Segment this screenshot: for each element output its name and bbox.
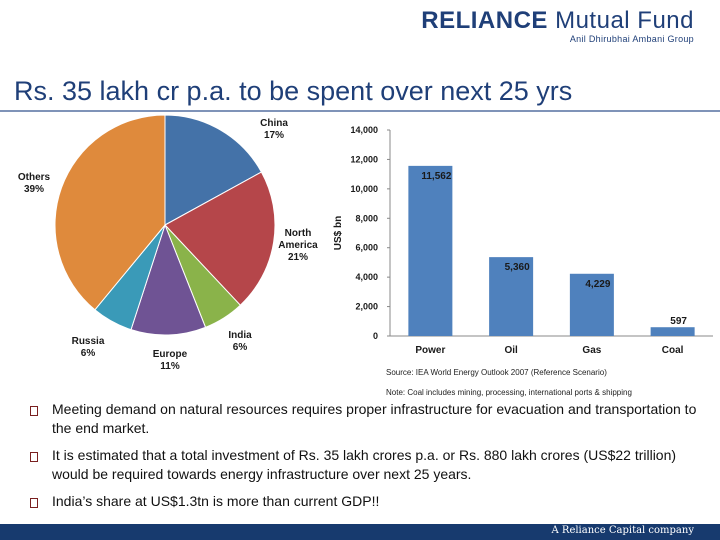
bar-value-label: 4,229 — [585, 279, 610, 290]
y-tick-label: 0 — [373, 331, 378, 341]
pie-chart: China17%NorthAmerica21%India6%Europe11%R… — [18, 114, 318, 372]
bullet-text: India’s share at US$1.3tn is more than c… — [52, 493, 380, 509]
bullet-text: It is estimated that a total investment … — [52, 447, 677, 482]
pie-label: Europe — [153, 349, 188, 360]
y-tick-label: 2,000 — [355, 302, 378, 312]
y-tick-label: 4,000 — [355, 272, 378, 282]
bar-oil — [489, 257, 534, 336]
chart-note: Note: Coal includes mining, processing, … — [386, 388, 632, 397]
y-tick-label: 8,000 — [355, 213, 378, 223]
x-tick-label: Gas — [582, 345, 601, 356]
brand-name: RELIANCE Mutual Fund — [421, 8, 694, 34]
bullet-text: Meeting demand on natural resources requ… — [52, 401, 697, 436]
bar-power — [408, 165, 453, 336]
pie-percent-label: 6% — [81, 348, 96, 359]
pie-label: China — [260, 118, 288, 129]
footer-text: A Reliance Capital company — [551, 525, 694, 536]
brand-name-rest: Mutual Fund — [547, 7, 694, 34]
y-tick-label: 6,000 — [355, 243, 378, 253]
bar-gas — [569, 273, 614, 336]
slide-title: Rs. 35 lakh cr p.a. to be spent over nex… — [14, 76, 573, 106]
pie-label: Russia — [72, 336, 105, 347]
bullet-item: India’s share at US$1.3tn is more than c… — [30, 492, 710, 511]
y-tick-label: 10,000 — [350, 184, 378, 194]
pie-slice-others — [54, 114, 166, 311]
pie-label: North — [285, 228, 312, 239]
pie-slice-europe — [130, 223, 207, 336]
x-tick-label: Oil — [504, 345, 518, 356]
bar-chart: 0 2,000 4,000 6,000 8,000 10,000 12,000 14,000 U… — [333, 125, 713, 356]
x-tick-label: Coal — [662, 345, 684, 356]
brand-name-bold: RELIANCE — [421, 7, 548, 34]
y-axis-title: US$ bn — [333, 216, 344, 250]
y-tick-label: 12,000 — [350, 154, 378, 164]
bar-value-label: 11,562 — [421, 171, 451, 182]
y-tick-label: 14,000 — [350, 125, 378, 135]
pie-percent-label: 11% — [160, 361, 180, 372]
bullet-marker-icon — [30, 452, 38, 462]
pie-slice-north-america — [164, 171, 276, 306]
pie-slice-china — [164, 114, 263, 226]
bullet-marker-icon — [30, 498, 38, 508]
title-divider — [0, 110, 720, 112]
bullet-marker-icon — [30, 406, 38, 416]
pie-percent-label: 17% — [264, 130, 284, 141]
chart-source: Source: IEA World Energy Outlook 2007 (R… — [386, 368, 607, 377]
pie-label: America — [278, 240, 318, 251]
brand-tagline: Anil Dhirubhai Ambani Group — [569, 34, 694, 44]
pie-percent-label: 6% — [233, 342, 248, 353]
bullet-item: It is estimated that a total investment … — [30, 446, 710, 484]
brand-logo: RELIANCE Mutual Fund Anil Dhirubhai Amba… — [421, 8, 694, 45]
bar-coal — [650, 327, 695, 336]
pie-percent-label: 39% — [24, 184, 44, 195]
bar-value-label: 597 — [670, 316, 687, 327]
pie-label: India — [228, 330, 252, 341]
pie-percent-label: 21% — [288, 252, 308, 263]
x-tick-label: Power — [415, 345, 445, 356]
bullet-list: Meeting demand on natural resources requ… — [30, 400, 710, 519]
footer-bar: A Reliance Capital company — [0, 524, 720, 540]
bar-value-label: 5,360 — [505, 262, 530, 273]
pie-label: Others — [18, 172, 51, 183]
bullet-item: Meeting demand on natural resources requ… — [30, 400, 710, 438]
